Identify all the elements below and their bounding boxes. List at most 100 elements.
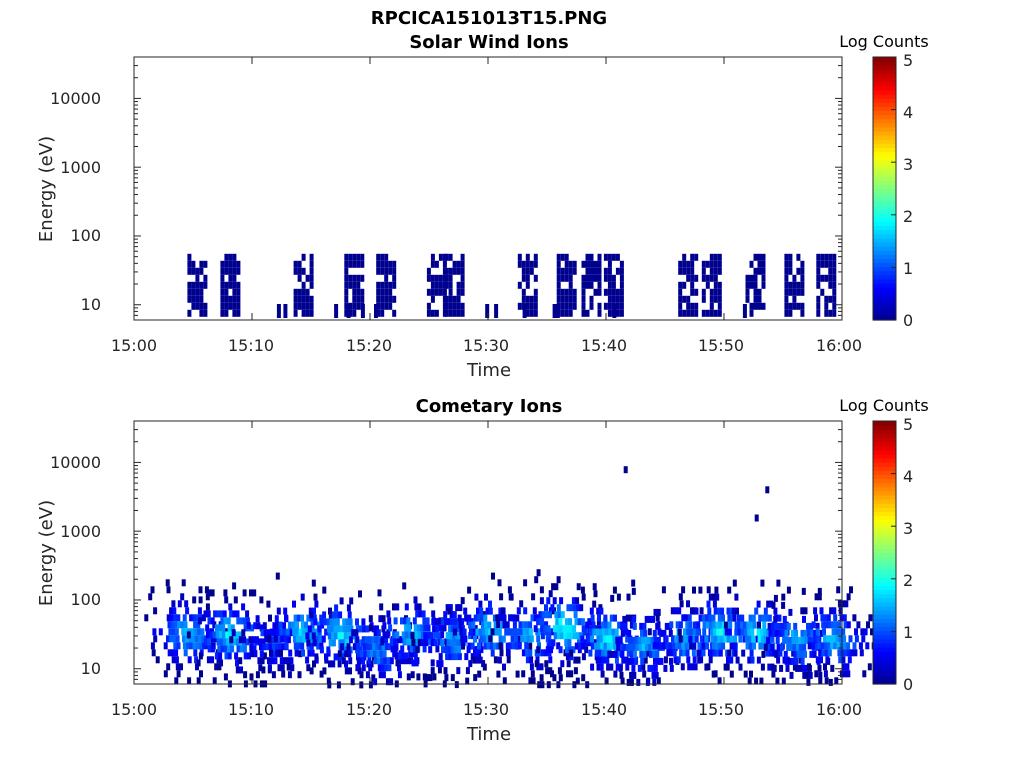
spectrogram-pixel bbox=[283, 657, 287, 665]
colorbar-segment bbox=[873, 560, 896, 566]
spectrogram-pixel bbox=[250, 624, 254, 632]
spectrogram-pixel bbox=[691, 649, 696, 657]
spectrogram-pixel bbox=[754, 607, 759, 615]
colorbar-segment bbox=[873, 601, 896, 607]
spectrogram-pixel bbox=[314, 628, 319, 636]
spectrogram-pixel bbox=[333, 625, 338, 633]
spectrogram-pixel bbox=[647, 615, 652, 623]
spectrogram-pixel bbox=[798, 656, 803, 664]
colorbar-segment bbox=[873, 200, 896, 206]
spectrogram-pixel bbox=[507, 586, 512, 594]
spectrogram-pixel bbox=[789, 671, 794, 679]
spectrogram-pixel bbox=[806, 678, 811, 686]
spectrogram-pixel bbox=[727, 628, 732, 636]
spectrogram-pixel bbox=[302, 635, 307, 643]
spectrogram-pixel bbox=[197, 607, 202, 615]
spectrogram-pixel bbox=[274, 615, 279, 623]
spectrogram-pixel bbox=[218, 631, 223, 639]
spectrogram-pixel bbox=[484, 593, 488, 601]
spectrogram-pixel bbox=[521, 260, 526, 268]
spectrogram-pixel bbox=[199, 295, 204, 303]
spectrogram-pixel bbox=[444, 618, 449, 626]
spectrogram-pixel bbox=[824, 274, 829, 282]
spectrogram-pixel bbox=[709, 274, 714, 282]
spectrogram-pixel bbox=[607, 274, 612, 282]
spectrogram-pixel bbox=[422, 673, 427, 681]
spectrogram-pixel bbox=[447, 646, 452, 654]
spectrogram-pixel bbox=[488, 607, 493, 615]
spectrogram-pixel bbox=[568, 618, 573, 626]
spectrogram-pixel bbox=[420, 631, 425, 639]
solar-wind-colorbar bbox=[872, 56, 897, 321]
spectrogram-pixel bbox=[245, 610, 250, 618]
spectrogram-pixel bbox=[773, 607, 778, 615]
spectrogram-pixel bbox=[638, 643, 643, 651]
spectrogram-pixels bbox=[144, 466, 876, 689]
spectrogram-pixel bbox=[365, 671, 370, 679]
spectrogram-pixel bbox=[568, 625, 573, 633]
spectrogram-pixel bbox=[297, 288, 302, 296]
spectrogram-pixel bbox=[392, 267, 397, 275]
spectrogram-pixel bbox=[541, 611, 546, 619]
spectrogram-pixel bbox=[619, 260, 624, 268]
spectrogram-pixel bbox=[265, 643, 270, 651]
spectrogram-pixel bbox=[568, 281, 573, 289]
spectrogram-pixel bbox=[177, 621, 182, 629]
spectrogram-pixel bbox=[299, 635, 304, 643]
spectrogram-pixel bbox=[556, 642, 561, 650]
spectrogram-pixel bbox=[564, 260, 569, 268]
spectrogram-pixel bbox=[678, 295, 683, 303]
spectrogram-pixel bbox=[748, 635, 752, 643]
spectrogram-pixel bbox=[248, 636, 253, 644]
spectrogram-pixel bbox=[355, 625, 360, 633]
spectrogram-pixel bbox=[462, 628, 467, 636]
spectrogram-pixel bbox=[556, 274, 561, 282]
spectrogram-pixel bbox=[796, 288, 801, 296]
spectrogram-pixel bbox=[187, 677, 192, 685]
spectrogram-pixel bbox=[597, 288, 602, 296]
spectrogram-pixel bbox=[377, 589, 382, 597]
colorbar-segment bbox=[873, 585, 896, 591]
spectrogram-pixel bbox=[572, 260, 577, 268]
colorbar-segment bbox=[873, 494, 896, 500]
spectrogram-pixel bbox=[655, 642, 660, 650]
spectrogram-pixel bbox=[356, 274, 361, 282]
spectrogram-pixel bbox=[286, 663, 291, 671]
spectrogram-pixel bbox=[537, 642, 541, 650]
spectrogram-pixel bbox=[817, 642, 822, 650]
spectrogram-pixel bbox=[306, 614, 311, 622]
spectrogram-pixel bbox=[870, 628, 874, 636]
spectrogram-pixel bbox=[706, 600, 711, 608]
cometary-colorbar-ticks: 5 4 3 2 1 0 bbox=[903, 415, 913, 694]
spectrogram-pixel bbox=[453, 618, 458, 626]
spectrogram-pixel bbox=[686, 600, 690, 608]
spectrogram-pixel bbox=[640, 657, 645, 665]
spectrogram-pixel bbox=[268, 614, 272, 622]
spectrogram-pixel bbox=[384, 643, 389, 651]
spectrogram-pixel bbox=[284, 614, 288, 622]
colorbar-segment bbox=[873, 589, 896, 595]
spectrogram-pixel bbox=[749, 649, 754, 657]
spectrogram-pixel bbox=[644, 643, 649, 651]
spectrogram-pixel bbox=[613, 650, 618, 658]
spectrogram-pixel bbox=[150, 586, 155, 594]
spectrogram-pixel bbox=[317, 625, 322, 633]
spectrogram-pixel bbox=[555, 618, 560, 626]
spectrogram-pixel bbox=[346, 304, 351, 311]
spectrogram-pixel bbox=[316, 642, 321, 650]
spectrogram-pixel bbox=[865, 642, 870, 650]
spectrogram-pixel bbox=[448, 253, 453, 261]
spectrogram-pixel bbox=[606, 663, 611, 671]
spectrogram-pixel bbox=[228, 267, 233, 275]
spectrogram-pixel bbox=[560, 295, 565, 303]
spectrogram-pixel bbox=[323, 618, 327, 626]
spectrogram-pixel bbox=[757, 288, 762, 296]
spectrogram-pixel bbox=[698, 586, 703, 594]
spectrogram-pixel bbox=[255, 615, 260, 623]
spectrogram-pixel bbox=[434, 309, 439, 317]
spectrogram-pixel bbox=[814, 593, 819, 601]
spectrogram-pixel bbox=[275, 643, 279, 651]
spectrogram-pixel bbox=[705, 642, 710, 650]
spectrogram-pixel bbox=[529, 635, 534, 643]
spectrogram-pixel bbox=[404, 603, 409, 611]
